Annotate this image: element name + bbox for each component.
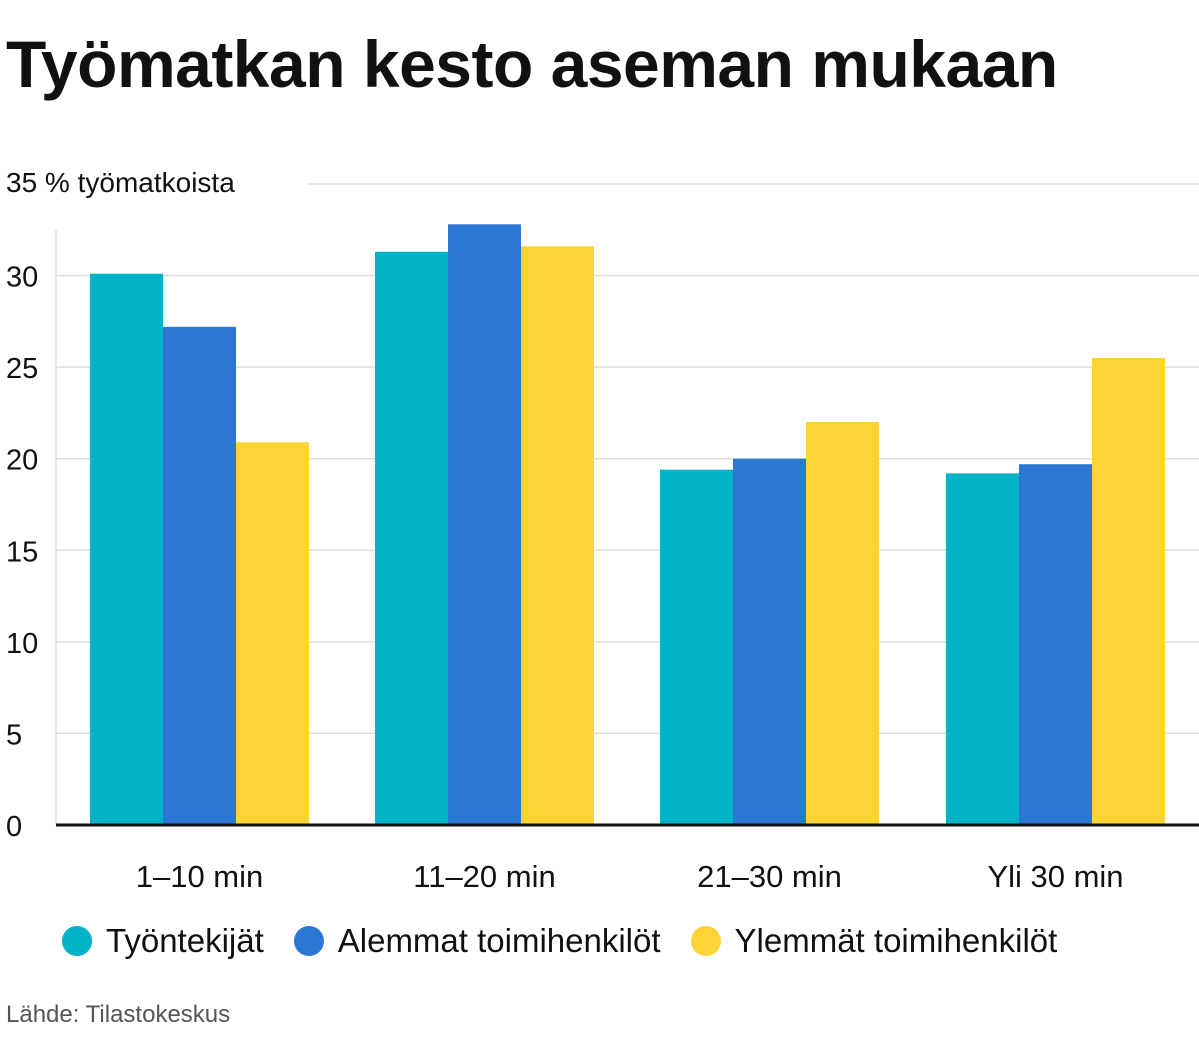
bar — [163, 326, 236, 825]
legend-swatch-tyontekijat — [62, 926, 92, 956]
source-note: Lähde: Tilastokeskus — [6, 1001, 231, 1028]
legend-label-tyontekijat: Työntekijät — [106, 922, 264, 959]
x-tick-label: 1–10 min — [136, 859, 264, 894]
chart-title: Työmatkan kesto aseman mukaan — [6, 27, 1058, 101]
legend: Työntekijät Alemmat toimihenkilöt Ylemmä… — [62, 922, 1087, 960]
x-tick-label: 11–20 min — [413, 859, 555, 894]
y-tick-label: 15 — [6, 536, 38, 568]
legend-label-alemmat: Alemmat toimihenkilöt — [337, 922, 661, 959]
bar — [733, 458, 806, 825]
x-axis-ticks: 1–10 min 11–20 min 21–30 min Yli 30 min — [136, 859, 1124, 894]
x-tick-label: Yli 30 min — [987, 859, 1123, 894]
bar — [375, 251, 448, 825]
legend-swatch-alemmat — [293, 926, 324, 956]
bars — [90, 224, 1165, 826]
y-axis-ticks: 0 5 10 15 20 25 30 — [6, 262, 38, 843]
bar — [1092, 357, 1165, 825]
legend-item-ylemmat: Ylemmät toimihenkilöt — [690, 922, 1058, 960]
bar — [946, 473, 1019, 825]
legend-item-tyontekijat: Työntekijät — [62, 922, 264, 960]
bar — [236, 442, 309, 825]
bar — [90, 273, 163, 825]
bar — [806, 422, 879, 825]
bar — [521, 246, 594, 826]
y-tick-label: 5 — [6, 719, 22, 751]
y-tick-label: 25 — [6, 353, 38, 385]
legend-swatch-ylemmat — [690, 926, 721, 956]
x-tick-label: 21–30 min — [697, 859, 842, 894]
bar — [660, 469, 733, 825]
y-tick-label: 30 — [6, 262, 38, 294]
y-tick-label: 20 — [6, 445, 38, 477]
y-tick-label: 10 — [6, 628, 38, 660]
bar — [1019, 464, 1092, 825]
y-axis-label: 35 % työmatkoista — [6, 167, 235, 198]
legend-label-ylemmat: Ylemmät toimihenkilöt — [734, 922, 1058, 959]
bar — [448, 224, 521, 825]
y-tick-label: 0 — [6, 811, 22, 843]
legend-item-alemmat: Alemmat toimihenkilöt — [293, 922, 661, 960]
